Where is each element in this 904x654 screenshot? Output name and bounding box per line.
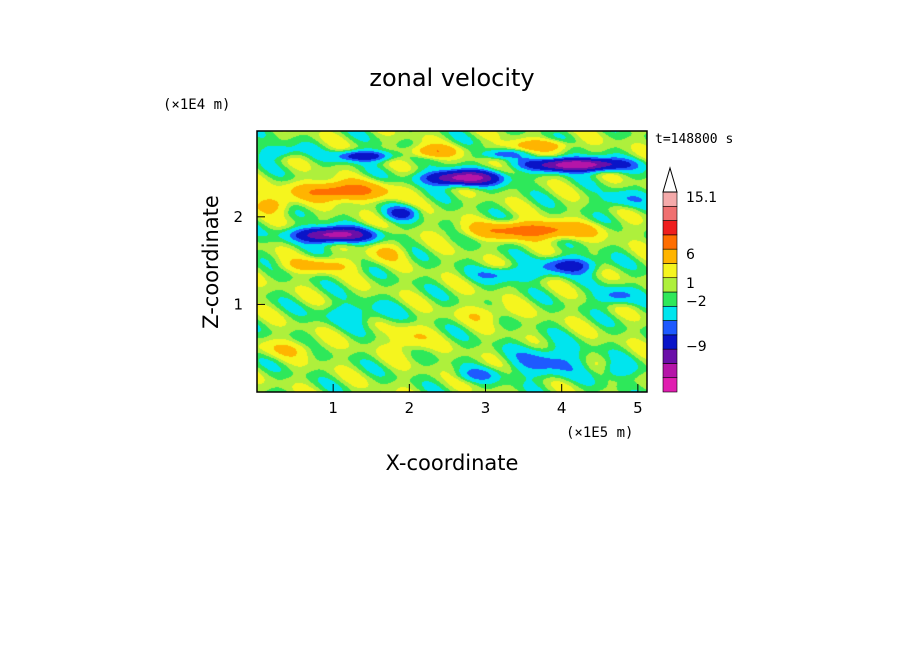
x-axis-unit: (×1E5 m) — [566, 425, 633, 441]
x-axis-ticks: 1 2 3 4 5 — [328, 384, 643, 417]
colorbar-swatch — [662, 191, 678, 207]
colorbar-max-arrow — [662, 166, 678, 193]
colorbar-swatch — [662, 305, 678, 321]
y-axis-ticks: 12 — [233, 208, 265, 313]
velocity-field — [257, 131, 647, 392]
y-axis-label: Z-coordinate — [199, 195, 223, 329]
colorbar-labels: 15.1 6 1 −2 −9 — [686, 190, 717, 355]
y-tick-label: 1 — [233, 295, 243, 313]
x-tick-label: 5 — [633, 399, 643, 417]
colorbar-swatch — [662, 234, 678, 250]
heatmap-area — [257, 131, 647, 392]
colorbar-swatch — [662, 348, 678, 364]
colorbar-swatch — [662, 291, 678, 307]
y-axis-unit: (×1E4 m) — [163, 97, 230, 113]
plot-frame — [256, 130, 648, 393]
colorbar-swatch — [662, 277, 678, 293]
colorbar-swatch — [662, 334, 678, 350]
colorbar-swatch — [662, 220, 678, 236]
colorbar-label-neg9: −9 — [686, 339, 707, 355]
colorbar-label-1: 1 — [686, 276, 695, 292]
colorbar-swatch — [662, 320, 678, 336]
x-tick-label: 2 — [405, 399, 415, 417]
x-tick-label: 3 — [481, 399, 491, 417]
colorbar-label-6: 6 — [686, 247, 695, 263]
colorbar-swatch — [662, 263, 678, 279]
colorbar-swatch — [662, 363, 678, 379]
x-axis-label: X-coordinate — [386, 451, 519, 475]
colorbar — [662, 166, 678, 393]
x-tick-label: 4 — [557, 399, 567, 417]
colorbar-swatch — [662, 377, 678, 393]
colorbar-swatch — [662, 248, 678, 264]
x-tick-label: 1 — [328, 399, 338, 417]
y-tick-label: 2 — [233, 208, 243, 226]
colorbar-label-max: 15.1 — [686, 190, 717, 206]
time-label: t=148800 s — [655, 132, 733, 147]
colorbar-label-neg2: −2 — [686, 294, 707, 310]
colorbar-swatch — [662, 205, 678, 221]
chart-title: zonal velocity — [369, 64, 534, 92]
